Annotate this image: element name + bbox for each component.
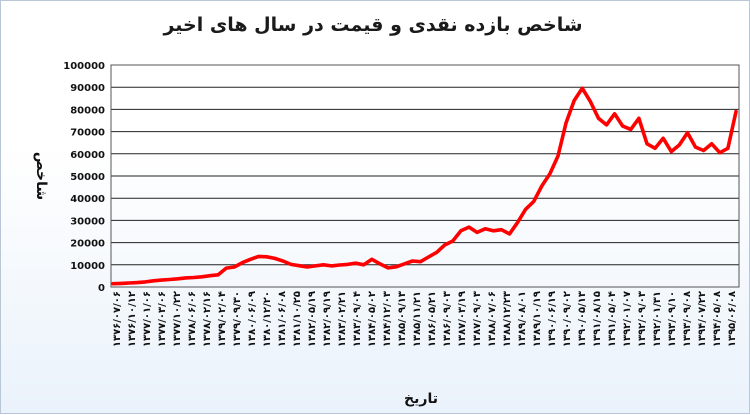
x-tick-label: ۱۳۸۰/۱۲/۲۰ [262,291,273,347]
x-tick-label: ۱۳۷۹/۰۲/۰۴ [217,291,228,347]
x-tick-label: ۱۳۸۵/۱۱/۲۱ [412,291,423,347]
x-tick-label: ۱۳۸۹/۱۰/۱۹ [532,291,543,347]
x-tick-label: ۱۳۸۷/۰۳/۱۹ [457,291,468,347]
plot-area-border [110,64,740,288]
x-tick-label: ۱۳۸۹/۰۸/۰۱ [517,291,528,347]
x-tick-label: ۱۳۷۶/۰۷/۰۶ [112,291,123,347]
x-tick-label: ۱۳۸۳/۰۲/۲۱ [337,291,348,347]
y-tick-label: 70000 [70,128,105,139]
y-tick-label: 30000 [70,216,105,227]
x-tick-label: ۱۳۷۷/۰۱/۰۶ [142,291,153,347]
x-tick-label: ۱۳۸۱/۱۰/۲۵ [292,291,303,347]
x-tick-label: ۱۳۸۲/۰۹/۱۹ [322,291,333,347]
x-tick-label: ۱۳۹۳/۰۹/۰۸ [682,291,693,347]
x-tick-label: ۱۳۹۵/۰۶/۰۸ [727,291,738,347]
x-tick-label: ۱۳۷۸/۰۲/۱۶ [202,291,213,347]
y-tick-label: 90000 [70,83,105,94]
x-tick-label: ۱۳۸۲/۰۵/۱۹ [307,291,318,347]
x-tick-label: ۱۳۹۴/۰۵/۰۸ [712,291,723,347]
x-tick-label: ۱۳۹۴/۰۷/۲۲ [697,291,708,347]
y-axis-label: شاخص [33,152,49,200]
x-tick-label: ۱۳۹۲/۰۱/۰۷ [622,291,633,347]
gridlines [111,86,739,266]
x-tick-label: ۱۳۹۲/۰۱/۳۱ [652,291,663,347]
x-tick-label: ۱۳۹۳/۰۹/۱۰ [667,291,678,347]
y-tick-label: 10000 [70,261,105,272]
x-tick-label: ۱۳۸۸/۰۷/۰۶ [487,291,498,347]
x-axis-label: تاریخ [404,391,438,407]
x-tick-label: ۱۳۹۲/۰۹/۰۳ [637,291,648,347]
x-tick-label: ۱۳۹۱/۰۵/۰۴ [607,291,618,347]
x-tick-label: ۱۳۹۱/۰۸/۱۵ [592,291,603,347]
x-tick-label: ۱۳۷۸/۰۶/۰۶ [187,291,198,347]
y-tick-label: 40000 [70,194,105,205]
x-tick-label: ۱۳۹۰/۰۹/۰۲ [562,291,573,347]
x-tick-label: ۱۳۸۴/۱۲/۰۳ [382,291,393,347]
x-tick-label: ۱۳۸۵/۰۹/۱۳ [397,291,408,347]
y-tick-label: 20000 [70,239,105,250]
y-tick-label: 0 [98,283,105,294]
x-tick-label: ۱۳۸۶/۰۵/۲۱ [427,291,438,347]
y-tick-label: 80000 [70,105,105,116]
x-tick-labels: ۱۳۷۶/۰۷/۰۶ ۱۳۷۶/۱۰/۱۲ ۱۳۷۷/۰۱/۰۶ ۱۳۷۷/۰۳/۰۶… [112,291,738,347]
y-tick-label: 100000 [63,61,105,72]
x-tick-label: ۱۳۹۰/۰۵/۱۳ [577,291,588,347]
chart-title: شاخص بازده نقدی و قیمت در سال های اخیر [162,14,582,36]
x-tick-label: ۱۳۸۴/۰۵/۰۲ [367,291,378,347]
x-tick-label: ۱۳۷۹/۰۹/۳۰ [232,291,243,347]
x-tick-label: ۱۳۷۷/۰۳/۰۶ [157,291,168,347]
x-tick-label: ۱۳۸۱/۰۶/۰۸ [277,291,288,347]
series-line [111,86,738,286]
x-tick-label: ۱۳۸۸/۱۲/۲۳ [502,291,513,347]
x-tick-label: ۱۳۸۰/۰۶/۰۹ [247,291,258,347]
x-tick-label: ۱۳۸۳/۰۹/۰۴ [352,291,363,347]
x-tick-label: ۱۳۷۷/۱۰/۲۲ [172,291,183,347]
x-tick-label: ۱۳۷۶/۱۰/۱۲ [127,291,138,347]
x-tick-label: ۱۳۸۷/۰۹/۰۳ [472,291,483,347]
x-tick-label: ۱۳۸۶/۰۹/۰۳ [442,291,453,347]
y-tick-label: 50000 [70,172,105,183]
x-tick-label: ۱۳۹۰/۰۶/۱۹ [547,291,558,347]
y-tick-labels: 1000009000080000700006000050000400003000… [63,61,105,294]
y-tick-label: 60000 [70,150,105,161]
